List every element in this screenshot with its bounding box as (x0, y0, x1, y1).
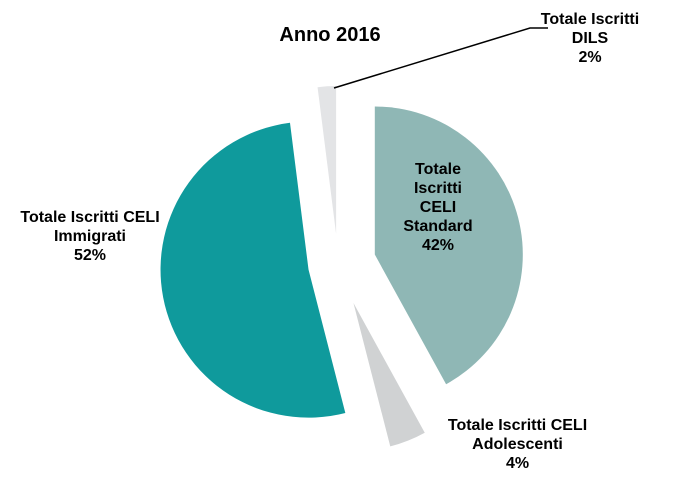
chart-title: Anno 2016 (279, 24, 381, 46)
slice-label: Totale Iscritti CELI Adolescenti 4% (430, 416, 605, 473)
value-label: 4% (505, 455, 530, 472)
value-label: 2% (578, 49, 602, 66)
slice-label: Totale Iscritti DILS 2% (525, 10, 655, 67)
pie-slice (374, 106, 523, 385)
pie-slice (353, 303, 425, 447)
slice-label: Totale Iscritti CELI Immigrati 52% (10, 208, 170, 265)
pie-slice (160, 122, 346, 418)
category-label: Totale Iscritti CELI Adolescenti (447, 417, 588, 453)
value-label: 52% (73, 247, 107, 264)
value-label: 42% (421, 237, 455, 254)
pie-slice (317, 86, 337, 235)
category-label: Totale Iscritti CELI Immigrati (20, 209, 160, 245)
slice-label: Totale Iscritti CELI Standard 42% (402, 160, 474, 255)
category-label: Totale Iscritti DILS (540, 11, 640, 47)
leader-line (333, 27, 548, 89)
category-label: Totale Iscritti CELI Standard (403, 161, 473, 235)
